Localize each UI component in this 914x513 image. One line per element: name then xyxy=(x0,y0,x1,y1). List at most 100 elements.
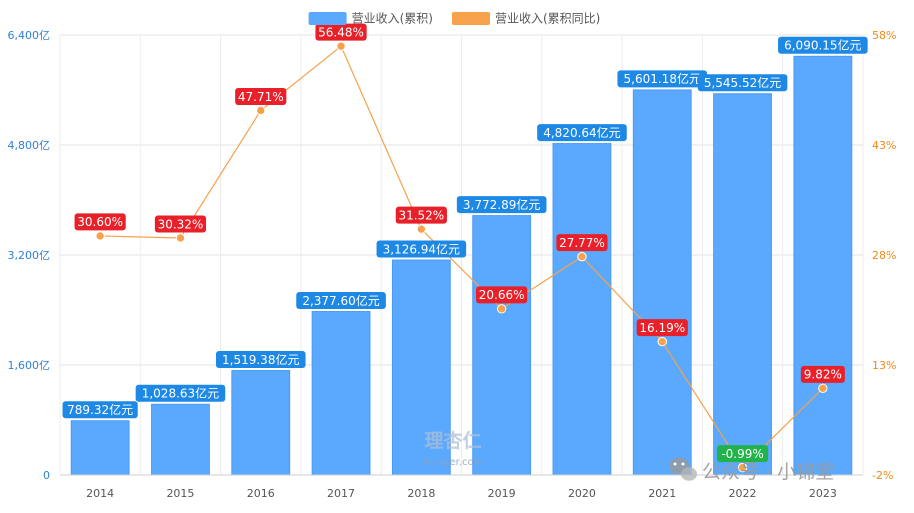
bar-data-label-text: 6,090.15亿元 xyxy=(784,38,861,53)
bar-data-label-bg xyxy=(537,124,627,142)
bar-data-label-text: 789.32亿元 xyxy=(67,402,133,417)
line-data-label: 9.82% xyxy=(800,365,845,383)
line-data-label-text: 31.52% xyxy=(398,208,444,222)
legend[interactable]: 营业收入(累积) 营业收入(累积同比) xyxy=(308,12,601,26)
bar-2019[interactable] xyxy=(472,215,532,476)
line-data-label-text: 27.77% xyxy=(559,236,605,250)
line-data-label-bg xyxy=(800,365,845,383)
line-data-label: 30.32% xyxy=(154,215,207,233)
y-left-tick-label: 6,400亿 xyxy=(8,29,51,42)
line-data-label-bg xyxy=(636,319,688,337)
bar-2018[interactable] xyxy=(391,259,451,476)
x-tick-label: 2017 xyxy=(327,487,355,500)
bar-data-label: 3,772.89亿元 xyxy=(456,196,547,214)
bar-2023[interactable] xyxy=(793,55,853,476)
wechat-icon xyxy=(669,457,697,481)
line-data-label: 16.19% xyxy=(636,319,688,337)
bar-2017[interactable] xyxy=(311,311,371,476)
line-data-label-bg xyxy=(395,206,447,224)
line-point-2017[interactable] xyxy=(336,41,346,51)
line-series xyxy=(95,41,828,473)
bar-data-label-bg xyxy=(215,351,306,369)
y-right-tick-label: 43% xyxy=(872,139,896,152)
bar-2016[interactable] xyxy=(231,370,291,476)
bar-data-label-text: 3,126.94亿元 xyxy=(383,241,460,256)
x-tick-label: 2021 xyxy=(648,487,676,500)
y-right-tick-label: 58% xyxy=(872,29,896,42)
x-tick-label: 2022 xyxy=(729,487,757,500)
bar-data-label: 5,601.18亿元 xyxy=(617,70,708,88)
watermark-center: 理杏仁 xyxy=(424,429,481,452)
bar-data-label-bg xyxy=(135,384,226,402)
legend-item[interactable]: 营业收入(累积) xyxy=(308,12,433,26)
bar-data-label-bg xyxy=(778,36,868,54)
y-right-tick-label: 28% xyxy=(872,249,896,262)
legend-item[interactable]: 营业收入(累积同比) xyxy=(452,12,600,26)
bar-data-label-text: 5,545.52亿元 xyxy=(704,75,781,90)
line-point-2015[interactable] xyxy=(175,233,186,243)
line-data-label: 30.60% xyxy=(74,213,126,231)
x-tick-label: 2019 xyxy=(488,487,516,500)
line-data-label-bg xyxy=(235,87,287,105)
y-left-tick-label: 1,600亿 xyxy=(8,359,51,372)
data-labels: 789.32亿元 1,028.63亿元 1,519.38亿元 2,377.60亿元 3,… xyxy=(62,23,868,463)
bar-data-label: 1,519.38亿元 xyxy=(215,351,306,369)
bar-2015[interactable] xyxy=(151,403,210,476)
bar-data-label-text: 2,377.60亿元 xyxy=(302,293,379,308)
bar-2022[interactable] xyxy=(713,93,772,476)
line-data-label-bg xyxy=(556,234,608,252)
line-point-2016[interactable] xyxy=(256,105,266,116)
bar-data-label: 6,090.15亿元 xyxy=(778,36,868,54)
line-data-label: 27.77% xyxy=(556,234,608,252)
bar-data-label: 2,377.60亿元 xyxy=(296,292,386,310)
line-data-label-bg xyxy=(154,215,207,233)
x-tick-label: 2016 xyxy=(247,487,275,500)
line-data-label-text: 30.32% xyxy=(158,217,204,231)
line-data-label: 31.52% xyxy=(395,206,447,224)
line-data-label-bg xyxy=(315,23,367,41)
x-tick-label: 2014 xyxy=(86,487,114,500)
axes: 2014 2015 2016 2017 2018 2019 2020 2021 2022 2023… xyxy=(8,29,897,500)
y-right-tick-label: -2% xyxy=(872,469,893,482)
bar-2021[interactable] xyxy=(632,89,692,476)
line-path xyxy=(100,45,824,469)
bar-data-label-bg xyxy=(617,70,708,88)
line-point-2020[interactable] xyxy=(577,251,587,262)
legend-swatch xyxy=(452,12,490,25)
bar-data-label-bg xyxy=(296,292,386,310)
grid-lines xyxy=(59,34,864,476)
bar-data-label: 4,820.64亿元 xyxy=(537,124,627,142)
legend-label: 营业收入(累积) xyxy=(352,12,433,26)
line-data-label-text: 16.19% xyxy=(639,321,685,335)
line-data-label-text: 9.82% xyxy=(804,368,842,382)
line-data-label-text: 20.66% xyxy=(479,288,525,302)
bar-data-label-text: 1,028.63亿元 xyxy=(142,386,219,401)
line-point-2021[interactable] xyxy=(657,336,667,347)
bar-data-label-text: 4,820.64亿元 xyxy=(543,125,620,140)
bar-2020[interactable] xyxy=(552,143,612,476)
line-data-label: 47.71% xyxy=(235,87,287,105)
line-point-2023[interactable] xyxy=(818,383,828,394)
line-point-2018[interactable] xyxy=(416,224,427,234)
bar-data-label-text: 5,601.18亿元 xyxy=(624,71,701,86)
x-tick-label: 2015 xyxy=(166,487,194,500)
line-data-label-bg xyxy=(476,286,528,304)
line-data-label-text: -0.99% xyxy=(721,447,763,461)
bar-series xyxy=(70,55,853,476)
bar-data-label: 1,028.63亿元 xyxy=(135,384,226,402)
line-data-label-bg xyxy=(716,445,769,463)
watermarks: 理杏仁 lixinger.com 公众号 · 小锦堂 xyxy=(423,429,835,483)
line-point-2019[interactable] xyxy=(496,304,507,314)
line-point-2014[interactable] xyxy=(95,231,105,241)
x-tick-label: 2018 xyxy=(407,487,435,500)
y-left-tick-label: 4,800亿 xyxy=(8,139,51,152)
line-data-label: -0.99% xyxy=(716,445,769,463)
y-left-tick-label: 0 xyxy=(43,469,50,482)
x-tick-label: 2020 xyxy=(568,487,596,500)
watermark-corner: 公众号 · 小锦堂 xyxy=(702,461,834,483)
legend-label: 营业收入(累积同比) xyxy=(495,12,600,26)
x-tick-label: 2023 xyxy=(809,487,837,500)
line-point-2022[interactable] xyxy=(737,462,748,473)
bar-2014[interactable] xyxy=(70,420,130,476)
